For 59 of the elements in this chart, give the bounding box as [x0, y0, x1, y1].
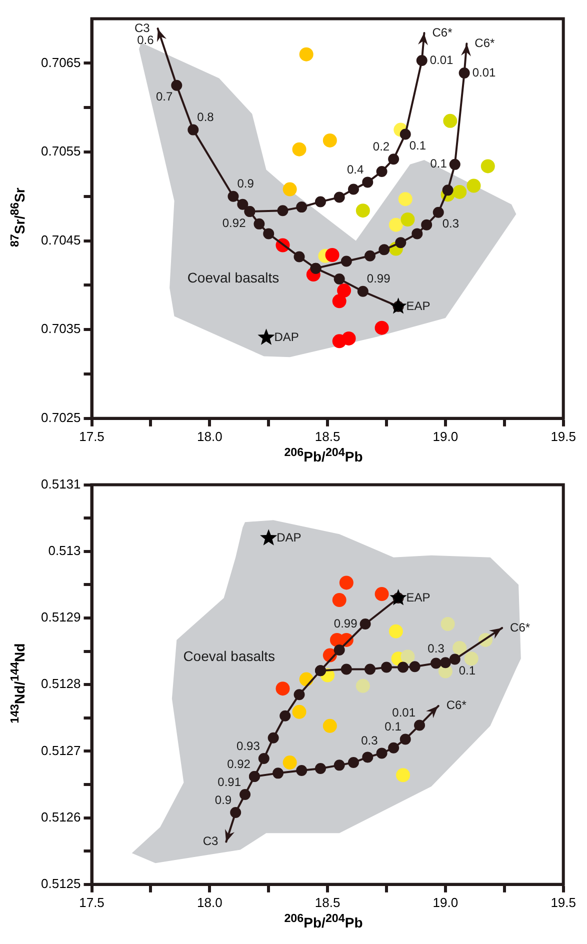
y-tick-label: 0.5125 [40, 876, 81, 891]
y-tick-label: 0.5128 [40, 676, 81, 692]
x-tick-label: 18.5 [314, 894, 340, 910]
annotation: 0.92 [222, 216, 246, 230]
x-tick-label: 19.0 [432, 894, 458, 910]
series-label: Coeval basalts [183, 648, 276, 664]
annotation: 0.1 [458, 664, 476, 678]
x-tick-label: 19.5 [550, 428, 576, 444]
x-tick-label: 18.5 [314, 428, 340, 444]
y-tick-label: 0.7025 [40, 410, 81, 425]
annotation: 0.01 [472, 65, 496, 80]
x-axis-title: $^{206}$Pb/$^{204}$Pb [283, 446, 364, 465]
x-axis-title: $^{206}$Pb/$^{204}$Pb [283, 912, 364, 931]
x-tick-label: 17.5 [79, 428, 104, 444]
annotation: 0.9 [237, 176, 254, 191]
y-tick-label: 0.5127 [40, 742, 81, 758]
x-tick-label: 19.0 [432, 428, 458, 444]
annotation: 0.1 [384, 720, 402, 734]
y-tick-label: 0.5126 [40, 809, 81, 824]
annotation: 0.6 [137, 32, 154, 47]
annotation: 0.3 [442, 216, 460, 231]
annotation: DAP [274, 330, 299, 344]
annotation: EAP [406, 590, 430, 604]
annotation: 0.1 [430, 156, 448, 171]
y-tick-label: 0.5129 [40, 610, 81, 625]
annotation: C6* [432, 25, 453, 40]
annotation: 0.1 [409, 138, 426, 153]
annotation: 0.91 [218, 774, 242, 789]
annotation: EAP [406, 298, 430, 313]
y-tick-label: 0.5131 [40, 476, 81, 492]
x-tick-label: 19.5 [550, 894, 576, 910]
annotation: 0.92 [227, 756, 251, 771]
annotation: C6* [446, 698, 467, 712]
y-tick-label: 0.7035 [40, 321, 81, 336]
annotation: 0.4 [346, 162, 364, 177]
y-tick-label: 0.7055 [40, 144, 81, 159]
annotation: C3 [134, 20, 150, 35]
annotation: 0.8 [197, 110, 214, 124]
annotation: 0.01 [430, 52, 454, 67]
annotation: C6* [474, 36, 496, 50]
annotation: 0.01 [392, 706, 416, 720]
annotation: 0.99 [334, 616, 358, 630]
annotation: C6* [510, 620, 530, 634]
annotation: 0.7 [156, 90, 173, 104]
annotation: 0.2 [372, 139, 390, 154]
annotation: 0.93 [236, 738, 260, 753]
annotation: 0.3 [428, 642, 445, 656]
series-label: Coeval basalts [187, 269, 280, 286]
annotation: C3 [202, 834, 218, 848]
x-tick-label: 18.0 [197, 894, 222, 910]
y-tick-label: 0.513 [48, 542, 81, 558]
annotation: DAP [276, 530, 302, 544]
y-tick-label: 0.7065 [40, 54, 81, 70]
annotation: 0.99 [366, 272, 391, 286]
y-tick-label: 0.7045 [40, 232, 81, 248]
x-tick-label: 18.0 [197, 428, 222, 444]
annotation: 0.9 [214, 792, 232, 807]
annotation: 0.3 [361, 734, 378, 748]
x-tick-label: 17.5 [79, 894, 104, 910]
